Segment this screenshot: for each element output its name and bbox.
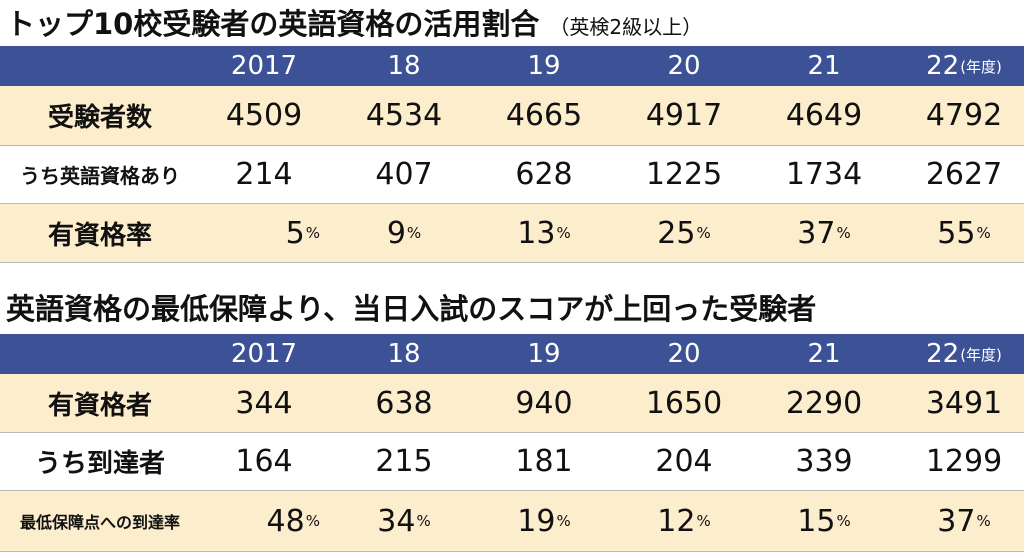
year-header-last: 22 (年度) xyxy=(926,51,1002,81)
table-cell: 1225 xyxy=(645,157,723,192)
table-cell: 4509 xyxy=(225,98,303,133)
table-cell-percent: 34% xyxy=(377,503,431,539)
table-row: 有資格率 5% 9% 13% 25% 37% 55% xyxy=(0,204,1024,263)
row-label: 最低保障点への到達率 xyxy=(19,513,180,532)
row-label: 有資格率 xyxy=(47,220,152,251)
table2: 2017 18 19 20 21 22 (年度) 有資格者 344 638 940… xyxy=(0,334,1024,552)
year-header-last: 22 (年度) xyxy=(926,339,1002,369)
table-cell-percent: 15% xyxy=(797,503,851,539)
table-row: うち英語資格あり 214 407 628 1225 1734 2627 xyxy=(0,146,1024,204)
table-cell: 2627 xyxy=(925,157,1003,192)
table-cell: 638 xyxy=(375,385,433,421)
year-header: 19 xyxy=(527,51,561,81)
table-cell-percent: 48% xyxy=(266,503,320,539)
table-cell: 215 xyxy=(375,444,433,479)
table-cell: 181 xyxy=(515,444,573,479)
row-label: うち到達者 xyxy=(34,449,165,479)
table-cell: 1734 xyxy=(785,157,863,192)
table-cell: 4534 xyxy=(365,98,443,133)
table-cell: 4665 xyxy=(505,98,583,133)
table-cell: 164 xyxy=(235,444,293,479)
table-cell: 407 xyxy=(375,157,433,192)
table-cell: 1650 xyxy=(645,385,723,421)
table-cell-percent: 55% xyxy=(937,215,991,251)
table-cell-percent: 13% xyxy=(517,215,571,251)
table-cell-percent: 12% xyxy=(657,503,711,539)
year-header: 20 xyxy=(667,51,701,81)
table-cell-percent: 37% xyxy=(797,215,851,251)
table-cell: 4649 xyxy=(785,98,863,133)
table-cell: 3491 xyxy=(925,385,1003,421)
table-cell: 4917 xyxy=(645,98,723,133)
table-cell-percent: 37% xyxy=(937,503,991,539)
table2-title: 英語資格の最低保障より、当日入試のスコアが上回った受験者 xyxy=(6,292,817,326)
table-cell: 1299 xyxy=(925,444,1003,479)
table-cell: 204 xyxy=(655,444,713,479)
table-cell: 344 xyxy=(235,385,293,421)
table-row: うち到達者 164 215 181 204 339 1299 xyxy=(0,433,1024,491)
table-row: 最低保障点への到達率 48% 34% 19% 12% 15% 37% xyxy=(0,491,1024,552)
table-cell: 339 xyxy=(795,444,853,479)
row-label: うち英語資格あり xyxy=(20,164,180,188)
year-header: 2017 xyxy=(230,51,298,81)
row-label: 有資格者 xyxy=(47,390,152,421)
table-cell-percent: 19% xyxy=(517,503,571,539)
year-header: 20 xyxy=(667,339,701,369)
year-header: 2017 xyxy=(230,339,298,369)
table2-header-row: 2017 18 19 20 21 22 (年度) xyxy=(0,334,1024,374)
table-cell: 4792 xyxy=(925,98,1003,133)
table-cell-percent: 9% xyxy=(386,215,422,251)
year-header: 21 xyxy=(807,339,841,369)
year-header: 21 xyxy=(807,51,841,81)
year-header: 18 xyxy=(387,51,421,81)
table1-title: トップ10校受験者の英語資格の活用割合 （英検2級以上） xyxy=(6,7,703,41)
table1-header-row: 2017 18 19 20 21 22 (年度) xyxy=(0,46,1024,86)
year-unit: (年度) xyxy=(960,345,1002,364)
table-cell-percent: 25% xyxy=(657,215,711,251)
table1: 2017 18 19 20 21 22 (年度) 受験者数 4509 4534 4… xyxy=(0,46,1024,263)
table1-subtitle: （英検2級以上） xyxy=(549,15,703,39)
table-cell: 940 xyxy=(515,385,573,421)
row-label: 受験者数 xyxy=(47,103,152,133)
year-unit: (年度) xyxy=(960,57,1002,76)
table-cell: 2290 xyxy=(785,385,863,421)
table-cell-percent: 5% xyxy=(285,215,320,251)
table-cell: 628 xyxy=(515,157,573,192)
year-header: 18 xyxy=(387,339,421,369)
table-row: 有資格者 344 638 940 1650 2290 3491 xyxy=(0,374,1024,433)
table-row: 受験者数 4509 4534 4665 4917 4649 4792 xyxy=(0,86,1024,146)
year-header: 19 xyxy=(527,339,561,369)
table-cell: 214 xyxy=(235,157,293,192)
